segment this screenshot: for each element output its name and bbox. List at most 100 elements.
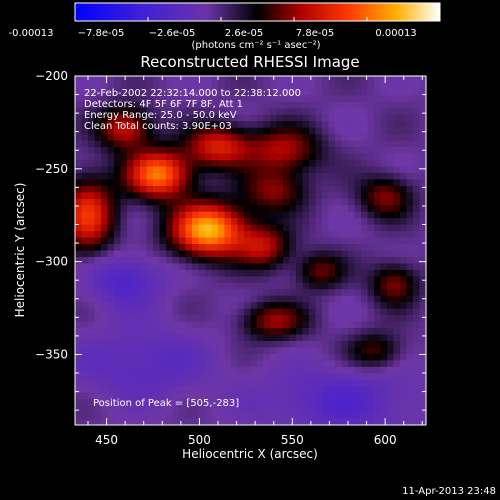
heatmap-cell	[315, 295, 323, 303]
heatmap-cell	[159, 114, 167, 122]
x-tick-label: 500	[188, 433, 211, 447]
heatmap-cell	[88, 185, 96, 193]
heatmap-cell	[185, 263, 193, 271]
heatmap-cell	[296, 302, 304, 310]
info-line-counts: Clean Total counts: 3.90E+03	[84, 121, 232, 132]
heatmap-cell	[354, 256, 362, 265]
heatmap-cell	[244, 205, 252, 213]
heatmap-cell	[361, 263, 369, 271]
heatmap-cell	[205, 373, 213, 381]
heatmap-cell	[289, 198, 297, 206]
heatmap-cell	[159, 412, 167, 420]
heatmap-cell	[348, 198, 356, 206]
heatmap-cell	[374, 282, 382, 290]
heatmap-cell	[185, 295, 193, 303]
heatmap-cell	[250, 88, 258, 96]
heatmap-cell	[374, 269, 382, 277]
heatmap-cell	[153, 386, 161, 394]
heatmap-cell	[94, 172, 102, 180]
heatmap-cell	[94, 250, 102, 258]
heatmap-cell	[211, 224, 219, 232]
heatmap-cell	[283, 282, 291, 290]
heatmap-cell	[413, 315, 421, 323]
heatmap-cell	[237, 179, 245, 187]
heatmap-cell	[146, 108, 154, 116]
heatmap-cell	[244, 121, 252, 129]
heatmap-cell	[361, 237, 369, 245]
heatmap-cell	[406, 328, 414, 336]
heatmap-cell	[133, 244, 141, 252]
heatmap-cell	[296, 160, 304, 168]
heatmap-cell	[75, 379, 83, 387]
heatmap-cell	[302, 353, 310, 361]
heatmap-cell	[328, 121, 336, 129]
heatmap-cell	[263, 334, 271, 342]
heatmap-cell	[172, 405, 180, 413]
heatmap-cell	[159, 237, 167, 245]
heatmap-cell	[185, 140, 193, 148]
heatmap-cell	[127, 340, 135, 349]
heatmap-cell	[218, 101, 226, 109]
heatmap-cell	[328, 405, 336, 413]
heatmap-cell	[172, 218, 180, 226]
heatmap-cell	[88, 373, 96, 381]
heatmap-cell	[185, 282, 193, 290]
heatmap-cell	[224, 192, 232, 200]
heatmap-cell	[302, 315, 310, 323]
heatmap-cell	[257, 360, 265, 368]
heatmap-cell	[341, 399, 349, 407]
heatmap-cell	[192, 256, 200, 265]
heatmap-cell	[276, 211, 284, 219]
heatmap-cell	[374, 276, 382, 284]
heatmap-cell	[413, 321, 421, 329]
heatmap-cell	[361, 147, 369, 155]
heatmap-cell	[393, 185, 401, 193]
heatmap-cell	[75, 95, 83, 103]
heatmap-cell	[341, 205, 349, 213]
heatmap-cell	[296, 353, 304, 361]
heatmap-cell	[387, 185, 395, 193]
heatmap-cell	[315, 224, 323, 232]
heatmap-cell	[88, 211, 96, 219]
heatmap-cell	[237, 315, 245, 323]
heatmap-cell	[205, 334, 213, 342]
heatmap-cell	[289, 289, 297, 297]
heatmap-cell	[413, 95, 421, 103]
heatmap-cell	[406, 76, 414, 84]
heatmap-cell	[361, 88, 369, 96]
heatmap-cell	[185, 418, 193, 425]
heatmap-cell	[198, 302, 206, 310]
heatmap-cell	[406, 412, 414, 420]
heatmap-cell	[387, 179, 395, 187]
heatmap-cell	[328, 256, 336, 265]
heatmap-cell	[270, 244, 278, 252]
heatmap-cell	[419, 211, 426, 219]
heatmap-cell	[218, 121, 226, 129]
heatmap-cell	[179, 147, 187, 155]
heatmap-cell	[302, 95, 310, 103]
heatmap-cell	[185, 347, 193, 355]
heatmap-cell	[75, 256, 83, 265]
heatmap-cell	[322, 237, 330, 245]
heatmap-cell	[211, 302, 219, 310]
heatmap-cell	[75, 340, 83, 349]
heatmap-cell	[263, 172, 271, 180]
heatmap-cell	[406, 405, 414, 413]
heatmap-cell	[380, 153, 388, 161]
heatmap-cell	[328, 379, 336, 387]
heatmap-cell	[361, 76, 369, 84]
heatmap-cell	[179, 134, 187, 142]
heatmap-cell	[146, 153, 154, 161]
heatmap-cell	[101, 308, 109, 316]
info-line-energy: Energy Range: 25.0 - 50.0 keV	[84, 110, 237, 121]
heatmap-cell	[231, 282, 239, 290]
heatmap-cell	[335, 192, 343, 200]
heatmap-cell	[289, 399, 297, 407]
heatmap-cell	[413, 76, 421, 84]
heatmap-cell	[133, 218, 141, 226]
heatmap-cell	[224, 237, 232, 245]
heatmap-cell	[315, 321, 323, 329]
heatmap-cell	[231, 308, 239, 316]
heatmap-cell	[387, 308, 395, 316]
heatmap-cell	[75, 166, 83, 174]
